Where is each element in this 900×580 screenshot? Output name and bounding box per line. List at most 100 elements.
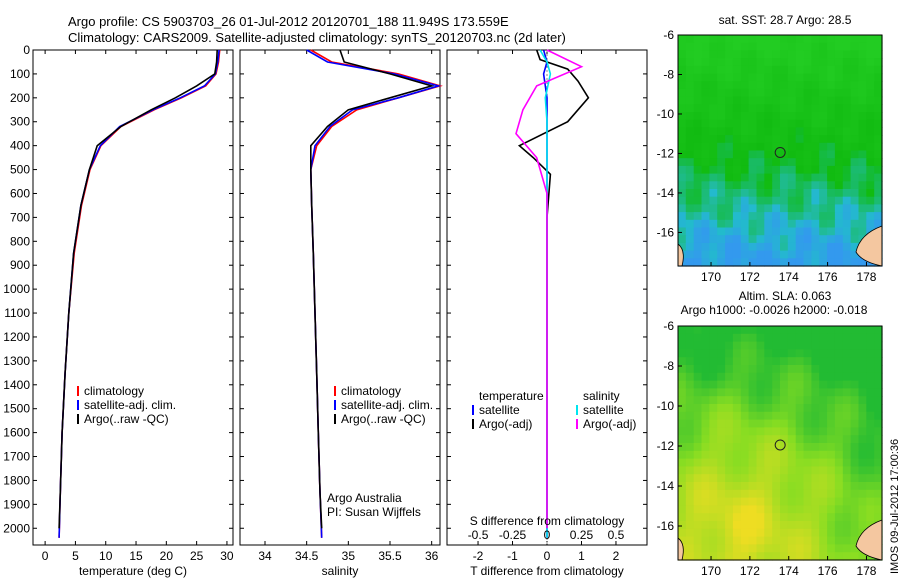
map-cell xyxy=(685,88,695,98)
map-cell xyxy=(842,196,852,205)
x-tick-label: 0 xyxy=(42,549,49,563)
map-cell xyxy=(725,450,734,460)
map-cell xyxy=(756,552,765,561)
map-cell xyxy=(834,181,844,190)
map-cell xyxy=(748,58,757,67)
map-cell xyxy=(709,50,718,59)
map-cell xyxy=(795,326,805,335)
map-cell xyxy=(858,104,867,113)
map-cell xyxy=(709,204,718,213)
map-cell xyxy=(693,112,703,121)
map-cell xyxy=(787,326,797,335)
map-cell xyxy=(764,189,773,198)
map-cell xyxy=(834,544,844,553)
map-cell xyxy=(858,458,867,467)
map-cell xyxy=(834,357,844,366)
map-frame xyxy=(677,325,883,561)
map-cell xyxy=(740,104,750,113)
map-cell xyxy=(834,73,844,82)
map-cell xyxy=(803,552,812,561)
map-cell xyxy=(780,88,789,98)
map-cell xyxy=(678,443,687,452)
map-cell xyxy=(740,150,750,159)
map-cell xyxy=(772,458,781,467)
map-cell xyxy=(850,250,859,259)
map-cell xyxy=(850,489,859,499)
map-cell xyxy=(748,81,757,90)
map-cell xyxy=(748,227,757,236)
map-cell xyxy=(693,326,703,335)
map-cell xyxy=(874,505,883,514)
map-cell xyxy=(842,150,852,159)
map-cell xyxy=(772,528,781,538)
map-cell xyxy=(756,42,765,51)
map-cell xyxy=(811,365,820,374)
map-cell xyxy=(787,227,797,236)
y-tick-label: 700 xyxy=(10,210,30,224)
map-cell xyxy=(795,349,805,358)
map-cell xyxy=(740,196,750,205)
map-cell xyxy=(842,489,852,499)
map-cell xyxy=(701,489,710,499)
map-cell xyxy=(685,135,695,144)
map-cell xyxy=(795,242,805,252)
map-cell xyxy=(748,333,757,343)
map-cell xyxy=(858,119,867,128)
map-cell xyxy=(717,419,726,428)
map-cell xyxy=(787,536,797,545)
map-cell xyxy=(764,158,773,167)
map-cell xyxy=(850,165,859,175)
map-cell xyxy=(717,196,726,205)
map-cell xyxy=(850,204,859,213)
map-cell xyxy=(772,119,781,128)
y-tick-label: 200 xyxy=(10,91,30,105)
map-cell xyxy=(842,173,852,182)
map-cell xyxy=(685,181,695,190)
map-cell xyxy=(795,528,805,538)
map-cell xyxy=(756,326,765,335)
map-cell xyxy=(748,474,757,483)
map-cell xyxy=(827,450,836,460)
map-cell xyxy=(709,482,718,491)
map-cell xyxy=(764,212,773,221)
map-cell xyxy=(732,173,742,182)
map-cell xyxy=(732,42,742,51)
map-cell xyxy=(756,96,765,105)
map-cell xyxy=(764,396,773,405)
map-cell xyxy=(827,158,836,167)
map-cell xyxy=(725,341,734,350)
map-cell xyxy=(874,104,883,113)
map-cell xyxy=(827,326,836,335)
map-cell xyxy=(732,35,742,44)
map-cell xyxy=(701,189,710,198)
map-cell xyxy=(725,42,734,51)
map-cell xyxy=(787,466,797,475)
map-cell xyxy=(678,333,687,343)
map-cell xyxy=(732,112,742,121)
map-cell xyxy=(795,450,805,460)
map-cell xyxy=(795,88,805,98)
map-cell xyxy=(827,112,836,121)
map-cell xyxy=(764,150,773,159)
map-cell xyxy=(709,505,718,514)
map-cell xyxy=(756,513,765,522)
map-cell xyxy=(787,189,797,198)
map-cell xyxy=(701,357,710,366)
map-cell xyxy=(803,443,812,452)
map-cell xyxy=(842,380,852,389)
map-cell xyxy=(811,349,820,358)
map-cell xyxy=(732,127,742,136)
map-cell xyxy=(787,135,797,144)
x-tick-label: 15 xyxy=(129,549,143,563)
map-cell xyxy=(827,96,836,105)
map-cell xyxy=(858,212,867,221)
map-cell xyxy=(795,73,805,82)
map-cell xyxy=(701,497,710,506)
map-cell xyxy=(780,427,789,436)
map-cell xyxy=(772,326,781,335)
map-cell xyxy=(701,505,710,514)
map-cell xyxy=(740,521,750,530)
map-cell xyxy=(772,443,781,452)
map-cell xyxy=(803,35,812,44)
map-cell xyxy=(748,35,757,44)
